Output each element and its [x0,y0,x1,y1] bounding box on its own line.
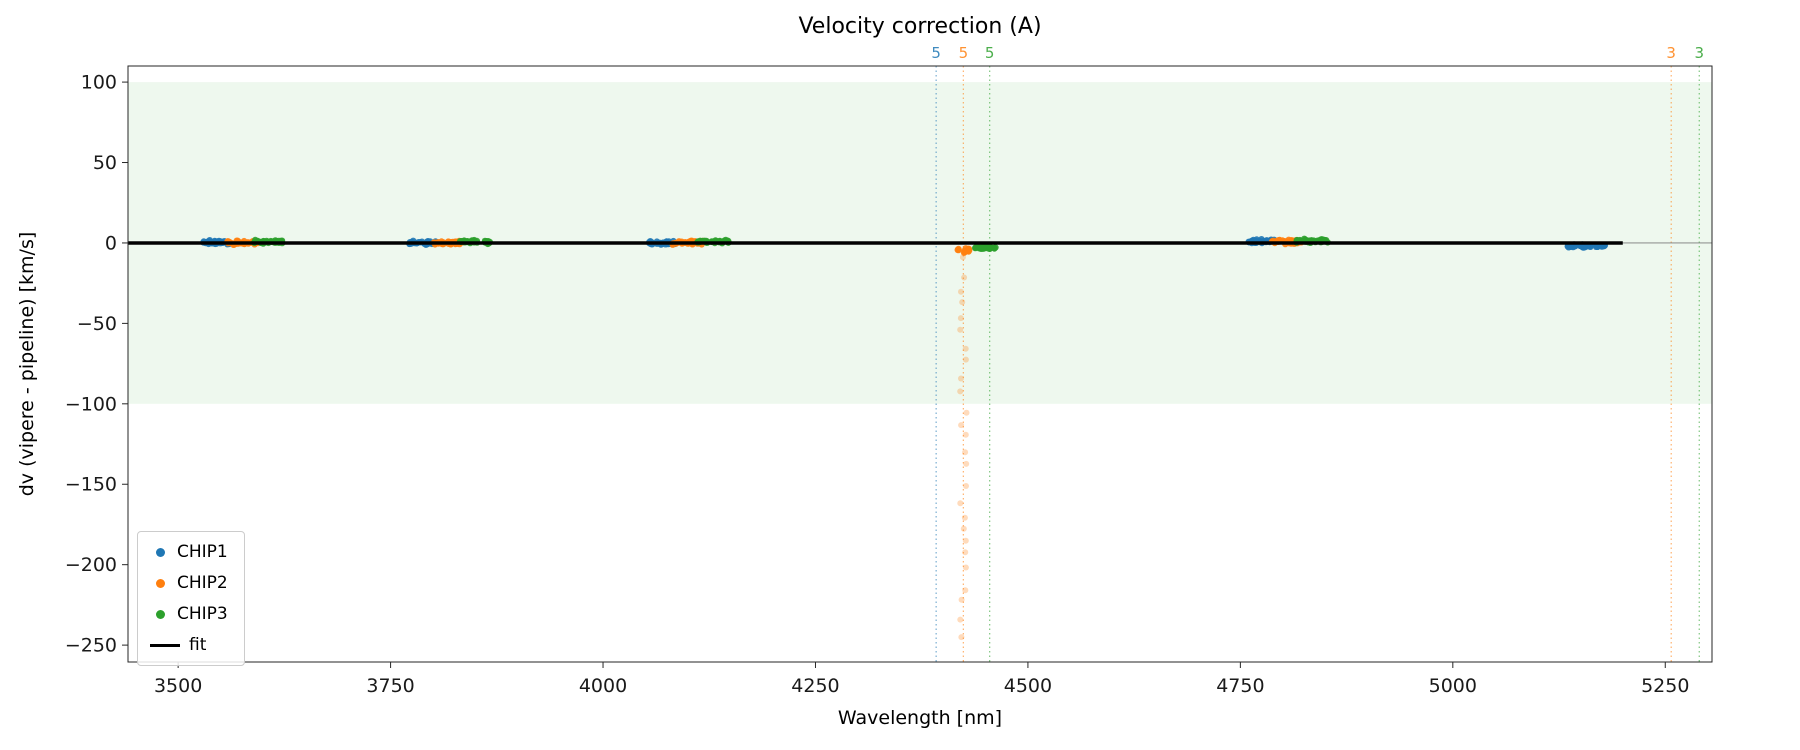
order-marker-count: 3 [1694,44,1704,62]
y-tick-label: 50 [93,152,117,174]
x-tick-label: 3750 [366,675,414,697]
legend-item-chip2: CHIP2 [150,573,228,593]
chart-title: Velocity correction (A) [798,14,1042,39]
x-tick-label: 4250 [791,675,839,697]
y-tick-label: 0 [105,232,117,254]
x-tick-label: 5250 [1641,675,1689,697]
x-tick-label: 3500 [154,675,202,697]
y-tick-label: −150 [65,474,117,496]
legend-item-chip3: CHIP3 [150,604,228,624]
legend-item-fit: fit [150,635,228,655]
y-tick-label: −250 [65,635,117,657]
x-tick-label: 4000 [579,675,627,697]
x-tick-label: 5000 [1429,675,1477,697]
chip3-marker-icon [156,609,165,619]
outlier-column [957,254,970,641]
fit-line-icon [150,643,180,647]
legend-label-chip2: CHIP2 [177,573,228,593]
chip2-marker-icon [156,578,165,588]
order-marker-count: 3 [1666,44,1676,62]
legend: CHIP1 CHIP2 CHIP3 fit [137,531,245,666]
x-axis-label: Wavelength [nm] [837,707,1003,729]
chip1-marker-icon [156,547,165,557]
y-tick-label: −100 [65,393,117,415]
legend-label-fit: fit [189,635,207,655]
x-tick-label: 4500 [1004,675,1052,697]
plot-frame [127,65,1713,663]
order-marker-count: 5 [959,44,969,62]
legend-label-chip1: CHIP1 [177,542,228,562]
order-marker-count: 5 [931,44,941,62]
legend-item-chip1: CHIP1 [150,542,228,562]
y-tick-label: 100 [81,72,117,94]
x-tick-label: 4750 [1216,675,1264,697]
order-marker-count: 5 [985,44,995,62]
y-axis-label: dv (vipere - pipeline) [km/s] [16,231,38,497]
y-tick-label: −50 [77,313,117,335]
legend-label-chip3: CHIP3 [177,604,228,624]
y-tick-label: −200 [65,554,117,576]
